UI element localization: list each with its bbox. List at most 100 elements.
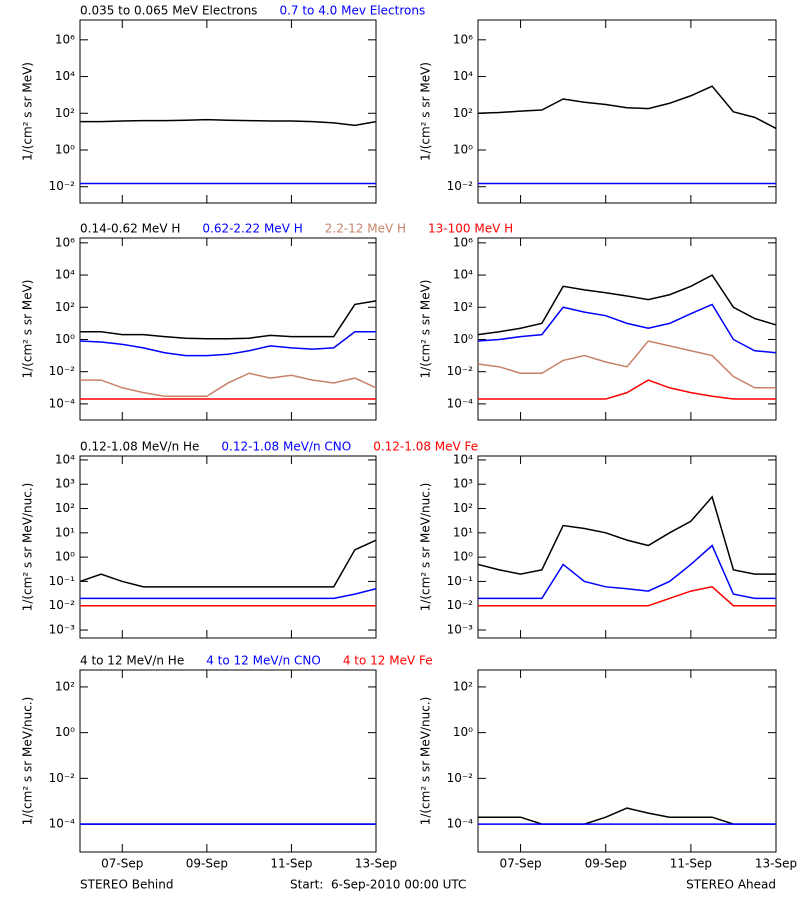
y-tick-label: 10⁶ <box>453 32 473 46</box>
data-line <box>80 118 377 127</box>
y-axis-label: 1/(cm² s sr MeV) <box>21 280 35 379</box>
plot-frame <box>477 19 777 204</box>
y-axis-label: 1/(cm² s sr MeV/nuc.) <box>21 697 35 826</box>
footer-right: STEREO Ahead <box>686 878 776 892</box>
y-tick-label: 10² <box>453 300 473 314</box>
legend-entry: 4 to 12 MeV/n He <box>80 654 184 668</box>
plot-frame <box>477 237 777 421</box>
data-line <box>79 331 376 357</box>
y-tick-label: 10⁻⁴ <box>49 817 76 831</box>
legend-entry: 0.7 to 4.0 Mev Electrons <box>279 4 425 18</box>
x-tick-label: 09-Sep <box>186 857 228 871</box>
y-tick-label: 10⁰ <box>55 143 75 157</box>
y-tick-label: 10⁻⁴ <box>447 817 474 831</box>
y-tick-label: 10⁻² <box>447 771 474 785</box>
y-tick-label: 10⁶ <box>55 235 75 249</box>
y-axis-label: 1/(cm² s sr MeV) <box>419 280 433 379</box>
y-tick-label: 10⁻⁴ <box>447 396 474 410</box>
y-tick-label: 10² <box>55 501 75 515</box>
data-line <box>80 300 377 340</box>
y-tick-label: 10⁴ <box>453 268 473 282</box>
y-tick-label: 10⁰ <box>55 550 75 564</box>
legend-entry: 0.12-1.08 MeV/n He <box>80 440 199 454</box>
legend-entry: 0.12-1.08 MeV/n CNO <box>221 440 351 454</box>
footer-center: Start: 6-Sep-2010 00:00 UTC <box>290 878 466 892</box>
y-tick-label: 10⁴ <box>453 69 473 83</box>
data-line <box>477 495 776 575</box>
y-tick-label: 10⁻⁴ <box>49 396 76 410</box>
y-tick-label: 10⁶ <box>453 235 473 249</box>
x-tick-label: 11-Sep <box>270 857 312 871</box>
y-axis-label: 1/(cm² s sr MeV/nuc.) <box>21 483 35 612</box>
x-tick-label: 07-Sep <box>499 857 541 871</box>
plot-frame <box>79 19 377 204</box>
x-tick-label: 07-Sep <box>101 857 143 871</box>
y-tick-label: 10² <box>55 679 75 693</box>
legend-entry: 0.12-1.08 MeV Fe <box>373 440 478 454</box>
y-tick-label: 10¹ <box>453 525 473 539</box>
y-tick-label: 10⁻² <box>49 771 76 785</box>
x-tick-label: 11-Sep <box>670 857 712 871</box>
y-tick-label: 10² <box>453 679 473 693</box>
y-tick-label: 10⁻¹ <box>447 574 474 588</box>
x-tick-label: 13-Sep <box>755 857 797 871</box>
y-tick-label: 10⁴ <box>55 69 75 83</box>
data-line <box>80 588 377 600</box>
plot-frame <box>79 237 377 421</box>
y-tick-label: 10⁰ <box>453 143 473 157</box>
y-tick-label: 10⁴ <box>453 452 473 466</box>
y-tick-label: 10² <box>453 501 473 515</box>
data-line <box>478 807 776 825</box>
y-tick-label: 10⁶ <box>55 32 75 46</box>
y-tick-label: 10³ <box>55 477 75 491</box>
data-line <box>477 274 777 336</box>
legend-entry: 0.035 to 0.065 MeV Electrons <box>80 4 257 18</box>
y-tick-label: 10⁰ <box>453 550 473 564</box>
y-axis-label: 1/(cm² s sr MeV) <box>21 62 35 161</box>
data-line <box>80 372 377 397</box>
footer-left: STEREO Behind <box>80 878 174 892</box>
y-tick-label: 10⁻³ <box>49 623 76 637</box>
data-line <box>478 544 776 600</box>
y-axis-label: 1/(cm² s sr MeV) <box>419 62 433 161</box>
plot-frame <box>79 669 377 853</box>
y-tick-label: 10⁻² <box>49 364 76 378</box>
data-line <box>79 539 377 588</box>
y-tick-label: 10⁻² <box>49 179 76 193</box>
y-tick-label: 10⁴ <box>55 268 75 282</box>
legend-entry: 4 to 12 MeV Fe <box>343 654 433 668</box>
y-tick-label: 10⁻² <box>447 598 474 612</box>
data-line <box>477 85 777 130</box>
y-tick-label: 10⁰ <box>453 725 473 739</box>
y-tick-label: 10⁻¹ <box>49 574 76 588</box>
y-axis-label: 1/(cm² s sr MeV/nuc.) <box>419 697 433 826</box>
y-tick-label: 10² <box>55 106 75 120</box>
y-tick-label: 10⁻² <box>447 179 474 193</box>
legend-entry: 0.14-0.62 MeV H <box>80 222 180 236</box>
y-tick-label: 10² <box>55 300 75 314</box>
y-tick-label: 10⁴ <box>55 452 75 466</box>
y-tick-label: 10⁰ <box>55 332 75 346</box>
plot-frame <box>477 669 777 853</box>
data-line <box>478 586 776 607</box>
y-tick-label: 10² <box>453 106 473 120</box>
x-tick-label: 13-Sep <box>355 857 397 871</box>
y-tick-label: 10⁰ <box>453 332 473 346</box>
legend-entry: 0.62-2.22 MeV H <box>202 222 302 236</box>
legend-entry: 2.2-12 MeV H <box>325 222 406 236</box>
data-line <box>477 303 777 354</box>
y-tick-label: 10⁻² <box>49 598 76 612</box>
y-tick-label: 10⁻³ <box>447 623 474 637</box>
y-tick-label: 10⁻² <box>447 364 474 378</box>
plot-frame <box>79 455 377 639</box>
y-axis-label: 1/(cm² s sr MeV/nuc.) <box>419 483 433 612</box>
plot-frame <box>477 455 777 639</box>
y-tick-label: 10¹ <box>55 525 75 539</box>
legend-entry: 4 to 12 MeV/n CNO <box>206 654 321 668</box>
y-tick-label: 10³ <box>453 477 473 491</box>
data-line <box>477 340 776 389</box>
legend-entry: 13-100 MeV H <box>428 222 513 236</box>
data-line <box>478 379 776 400</box>
x-tick-label: 09-Sep <box>585 857 627 871</box>
